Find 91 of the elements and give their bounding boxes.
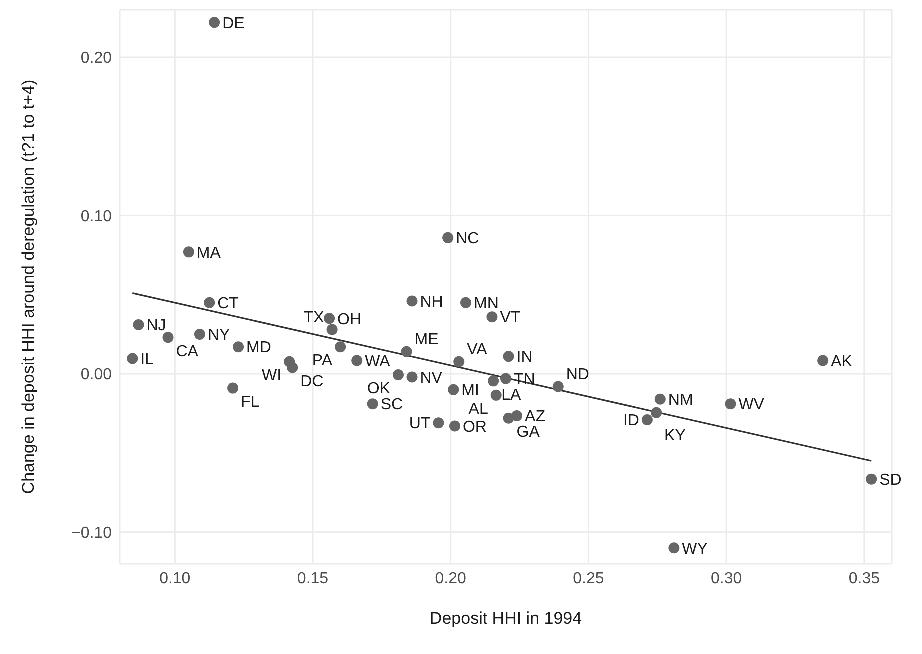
point [162,332,174,344]
data-label: TX [304,309,325,326]
data-label: NY [208,327,231,344]
point [488,376,500,387]
data-label: DE [222,15,245,32]
point [449,420,460,432]
point [486,312,498,323]
data-label: MI [462,382,480,400]
point [654,394,666,405]
data-label: AL [468,401,488,418]
point [503,412,514,424]
point [233,342,244,353]
data-label: GA [516,424,540,441]
y-tick-label: 0.00 [80,366,112,384]
point [503,351,514,362]
data-label: NV [420,370,443,387]
point [642,414,653,426]
data-label: ID [623,412,640,430]
point [401,346,412,358]
point [442,232,454,244]
point [335,342,346,353]
data-label: CT [218,295,240,312]
data-label: IL [140,351,154,368]
point [725,398,736,410]
point [209,17,220,28]
data-label: MD [246,340,272,357]
y-tick-label: 0.20 [80,50,112,68]
data-label: MN [474,295,499,312]
data-label: WV [738,396,765,414]
x-tick-label: 0.35 [848,570,880,588]
data-label: AZ [525,408,546,426]
point [326,324,338,336]
point [866,474,878,485]
data-label: WI [262,367,282,384]
point [406,372,418,383]
point [490,390,502,401]
point [392,370,404,381]
x-tick-label: 0.20 [435,570,467,588]
x-tick-label: 0.30 [711,570,742,588]
point [228,382,239,394]
y-tick-label: 0.10 [80,208,112,226]
point [324,313,336,324]
x-axis-title: Deposit HHI in 1994 [430,609,582,628]
data-label: VT [500,310,521,327]
point [406,296,418,307]
data-label: NM [668,392,694,409]
point [352,355,363,366]
data-label: WY [682,540,708,558]
data-label: NC [456,230,480,248]
x-tick-label: 0.15 [297,570,329,588]
data-label: IN [516,349,533,366]
data-label: SC [380,396,404,414]
data-label: MA [196,244,222,262]
x-tick-label: 0.10 [160,570,191,588]
point [183,246,194,258]
data-label: OR [462,418,487,436]
point [133,319,144,330]
data-label: KY [664,427,686,444]
point [433,418,444,429]
point [367,398,378,410]
data-label: DC [300,373,324,390]
point [668,542,680,554]
point [818,355,829,366]
data-label: LA [502,386,522,404]
point [454,356,465,368]
point [448,384,460,396]
data-label: FL [241,394,260,411]
data-label: ME [414,331,439,348]
data-label: VA [467,341,488,358]
data-label: AK [831,353,853,370]
x-tick-label: 0.25 [573,570,604,588]
data-label: OH [338,311,362,328]
data-label: CA [176,343,199,360]
y-axis-title: Change in deposit HHI around deregulation (t?1 to t+4) [19,80,38,494]
data-label: OK [367,380,391,398]
data-label: UT [409,416,431,433]
point [204,297,216,308]
data-label: WA [365,353,391,370]
point [287,362,298,374]
point [127,353,138,364]
data-label: SD [880,472,902,489]
point [460,297,472,308]
data-label: PA [312,352,333,370]
point [500,373,512,384]
point [651,407,662,418]
data-label: NJ [146,318,166,335]
data-label: ND [566,366,590,384]
point [194,328,206,340]
data-label: NH [420,294,444,311]
y-tick-label: −0.10 [72,525,112,542]
point [552,381,564,392]
